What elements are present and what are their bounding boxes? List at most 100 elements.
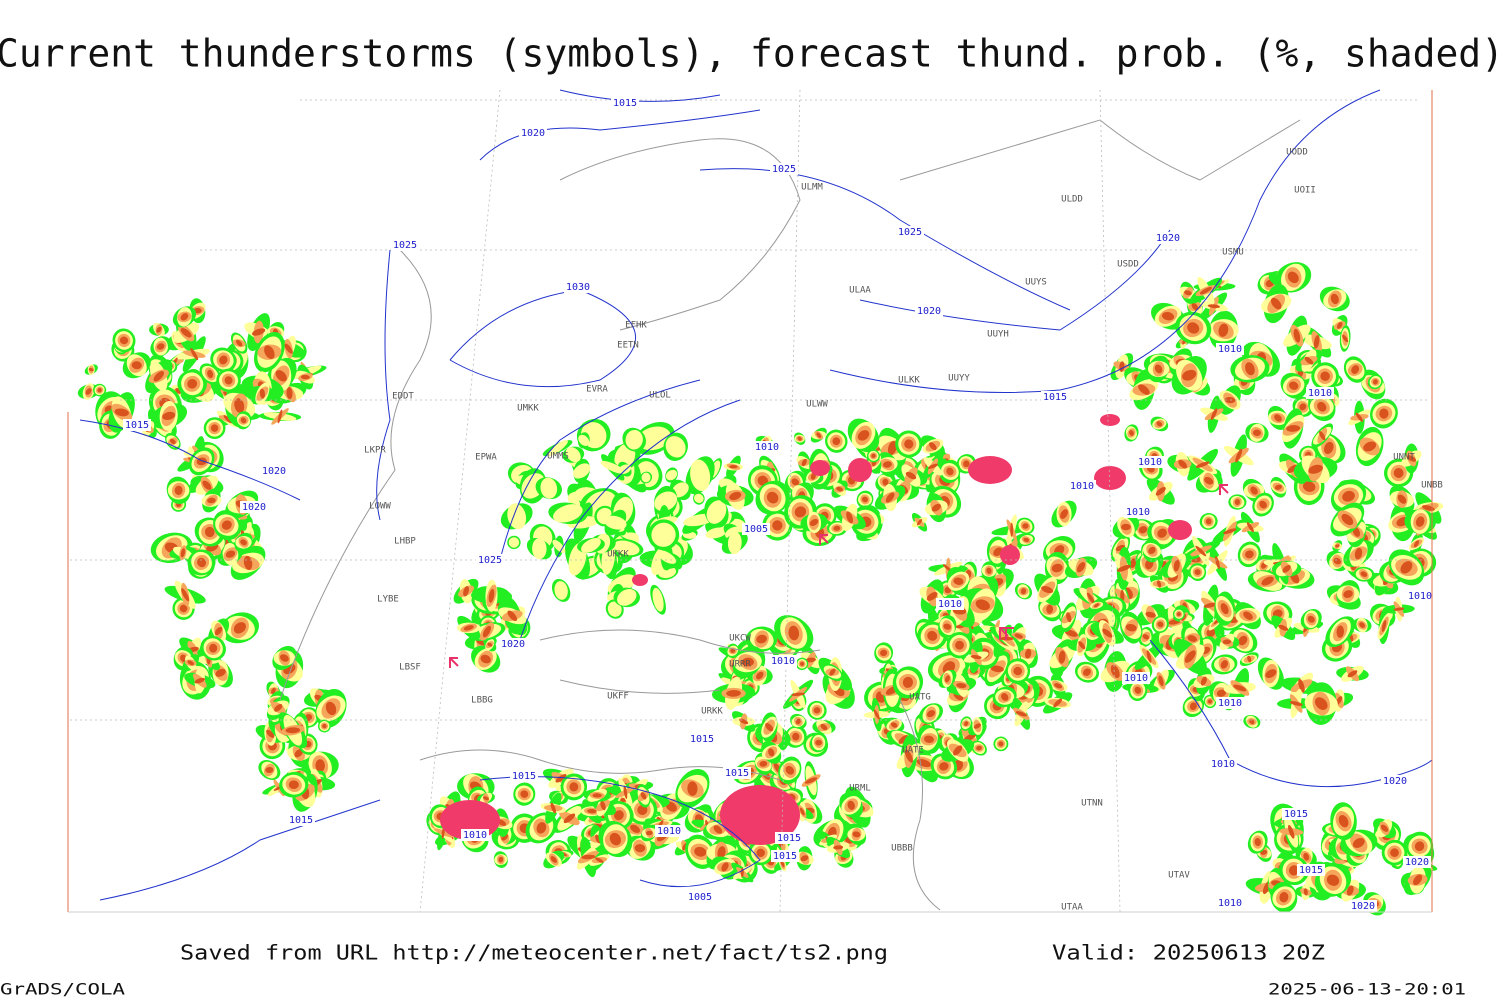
shade-cell	[794, 506, 807, 518]
shade-cell	[1203, 602, 1218, 608]
shade-cell	[1397, 494, 1407, 504]
shade-cell	[963, 460, 970, 468]
shade-cell	[1195, 545, 1207, 557]
shade-cell	[547, 440, 568, 457]
shade-cell	[1064, 629, 1078, 637]
shade-cell	[508, 537, 520, 548]
shade-cell	[259, 388, 265, 399]
isobar-label: 1025	[393, 240, 417, 251]
station-label: EPWA	[475, 453, 497, 463]
shade-cell	[271, 687, 276, 694]
isobar-label: 1015	[777, 833, 801, 844]
shade-cell	[1413, 540, 1420, 548]
shade-cell	[1373, 379, 1378, 385]
shade-cell	[1342, 334, 1349, 343]
shade-cell	[131, 361, 142, 370]
shade-cell	[315, 759, 325, 772]
shade-cell	[654, 491, 678, 512]
shade-cell	[1274, 414, 1282, 422]
shade-cell	[797, 436, 802, 441]
storm-area	[1100, 414, 1120, 426]
shade-cell	[665, 436, 686, 458]
shade-cell	[1010, 522, 1014, 537]
shade-cell	[832, 437, 841, 446]
isobar-label: 1010	[938, 599, 962, 610]
shade-cell	[857, 430, 870, 441]
shade-cell	[1313, 335, 1320, 349]
shade-cell	[1259, 500, 1267, 509]
shade-cell	[1333, 557, 1342, 565]
shade-cell	[1157, 528, 1167, 538]
shade-cell	[322, 723, 327, 729]
shade-cell	[1207, 304, 1221, 309]
station-label: UKKK	[607, 550, 629, 560]
isobar-label: 1020	[1383, 776, 1407, 787]
isobar-label: 1020	[1351, 901, 1375, 912]
shade-cell	[1393, 468, 1404, 478]
isobar-label: 1020	[262, 466, 286, 477]
isobar-label: 1010	[1138, 457, 1162, 468]
station-label: EVRA	[586, 385, 608, 395]
station-label: LBSF	[399, 663, 421, 673]
shade-cell	[119, 336, 129, 345]
shade-cell	[1222, 639, 1232, 645]
shade-cell	[1178, 459, 1188, 469]
shade-cell	[882, 478, 889, 486]
shade-cell	[1393, 607, 1405, 611]
isobar-label: 1015	[1284, 809, 1308, 820]
shade-cell	[554, 581, 568, 600]
shade-cell	[1215, 555, 1220, 570]
storm-area	[1000, 545, 1020, 565]
shade-cell	[1195, 461, 1210, 468]
shade-cell	[1341, 513, 1354, 526]
storm-area	[848, 458, 872, 482]
isobar-label: 1010	[1308, 388, 1332, 399]
shade-cell	[1087, 592, 1095, 604]
shade-cell	[1191, 302, 1198, 311]
shade-cell	[215, 668, 226, 677]
shade-cell	[1274, 484, 1282, 490]
probability-shading	[77, 262, 1444, 916]
shade-cell	[1138, 384, 1150, 395]
isobar-label: 1015	[773, 851, 797, 862]
shade-cell	[931, 503, 941, 512]
shade-cell	[1154, 364, 1163, 374]
shade-cell	[1323, 441, 1334, 455]
shade-cell	[1379, 408, 1389, 419]
shade-cell	[1342, 490, 1355, 502]
shade-cell	[1317, 401, 1327, 412]
shade-cell	[181, 588, 190, 602]
shade-cell	[264, 345, 275, 359]
shade-cell	[97, 387, 102, 393]
shade-cell	[187, 378, 198, 389]
shade-cell	[871, 453, 876, 459]
shade-cell	[180, 548, 186, 558]
shade-cell	[179, 604, 188, 613]
station-label: LYBE	[377, 595, 399, 605]
station-label: UATG	[909, 693, 931, 703]
isobar-label: 1020	[917, 306, 941, 317]
shade-cell	[325, 701, 337, 716]
shade-cell	[1243, 611, 1253, 620]
shade-cell	[625, 429, 643, 450]
shade-cell	[286, 387, 293, 400]
station-label: UODD	[1286, 148, 1308, 158]
shade-cell	[202, 480, 212, 490]
isobar-label: 1010	[1124, 673, 1148, 684]
shade-cell	[219, 355, 228, 365]
isobar-label: 1015	[1043, 392, 1067, 403]
isobar-label: 1015	[512, 771, 536, 782]
shade-cell	[240, 417, 247, 424]
shade-cell	[1024, 648, 1032, 659]
station-label: URKK	[701, 707, 723, 717]
shade-cell	[617, 588, 637, 606]
shade-cell	[613, 540, 640, 556]
shade-cell	[233, 622, 246, 634]
station-label: USDD	[1117, 260, 1139, 270]
shade-cell	[953, 577, 964, 585]
station-label: LKPR	[364, 446, 386, 456]
isobar-label: 1010	[1211, 759, 1235, 770]
shade-cell	[153, 371, 165, 382]
shade-cell	[1336, 321, 1343, 329]
